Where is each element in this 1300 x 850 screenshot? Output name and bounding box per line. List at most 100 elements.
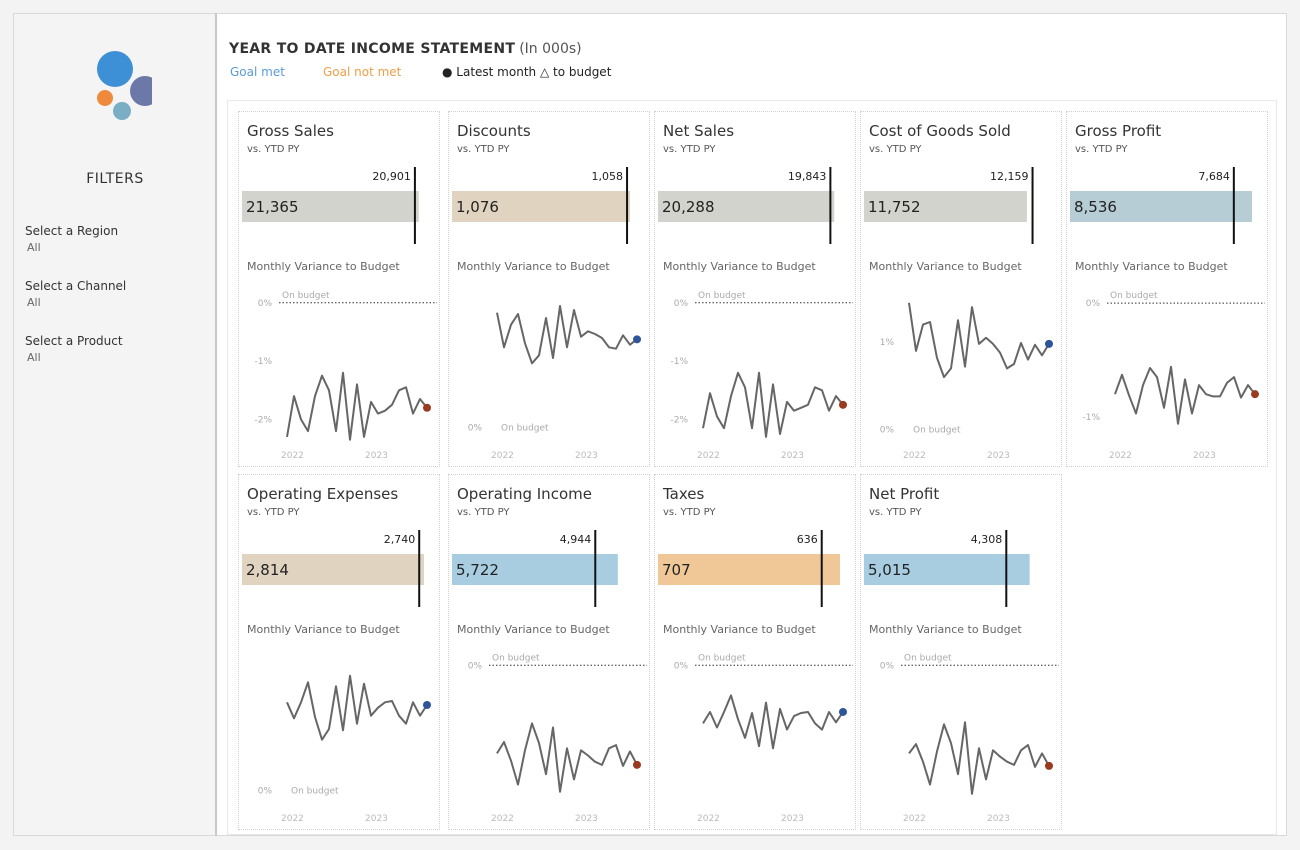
kpi-chart: 5,722 4,944 Monthly Variance to Budget 0% On…	[452, 530, 647, 824]
legend-latest-month: ● Latest month △ to budget	[442, 65, 612, 79]
latest-month-dot	[839, 707, 847, 716]
product-filter-label: Select a Product	[25, 334, 123, 348]
sparkline-title: Monthly Variance to Budget	[247, 260, 400, 273]
kpi-bar	[242, 554, 424, 585]
on-budget-label: On budget	[501, 423, 549, 433]
y-tick-label: -1%	[670, 357, 688, 367]
kpi-subtitle: vs. YTD PY	[247, 144, 300, 155]
kpi-card: Operating Income vs. YTD PY 5,722 4,944 Mont…	[448, 474, 650, 830]
kpi-target-label: 20,901	[372, 170, 411, 183]
variance-line	[1114, 365, 1256, 425]
kpi-title: Taxes	[663, 485, 705, 503]
y-tick-label: 0%	[468, 423, 483, 433]
kpi-card: Net Profit vs. YTD PY 5,015 4,308 Monthly Va…	[860, 474, 1062, 830]
latest-month-dot	[1045, 339, 1053, 348]
kpi-chart: 20,288 19,843 Monthly Variance to Budget 0%…	[658, 167, 853, 461]
kpi-chart: 21,365 20,901 Monthly Variance to Budget 0%…	[242, 167, 437, 461]
region-filter[interactable]: Select a Region All	[25, 224, 118, 254]
kpi-target-label: 636	[797, 533, 818, 546]
channel-filter[interactable]: Select a Channel All	[25, 279, 126, 309]
kpi-subtitle: vs. YTD PY	[247, 507, 300, 518]
sparkline-title: Monthly Variance to Budget	[247, 623, 400, 636]
x-tick-label: 2023	[987, 451, 1010, 461]
y-tick-label: 0%	[468, 661, 483, 671]
variance-line	[908, 721, 1050, 795]
kpi-card: Gross Profit vs. YTD PY 8,536 7,684 Monthly …	[1066, 111, 1268, 467]
on-budget-label: On budget	[904, 653, 952, 663]
kpi-target-label: 4,308	[971, 533, 1003, 546]
kpi-subtitle: vs. YTD PY	[869, 507, 922, 518]
kpi-target-label: 19,843	[788, 170, 827, 183]
kpi-target-label: 1,058	[592, 170, 624, 183]
kpi-value: 11,752	[868, 198, 921, 216]
kpi-title: Operating Expenses	[247, 485, 399, 503]
y-tick-label: 0%	[674, 661, 689, 671]
page-subtitle: (In 000s)	[519, 41, 582, 57]
y-tick-label: 0%	[880, 661, 895, 671]
kpi-card: Taxes vs. YTD PY 707 636 Monthly Variance to…	[654, 474, 856, 830]
sparkline-title: Monthly Variance to Budget	[869, 260, 1022, 273]
on-budget-label: On budget	[492, 653, 540, 663]
y-tick-label: -2%	[254, 415, 272, 425]
variance-line	[496, 722, 638, 793]
dashboard-main: YEAR TO DATE INCOME STATEMENT (In 000s) G…	[217, 13, 1287, 836]
x-tick-label: 2022	[1109, 451, 1132, 461]
kpi-chart: 5,015 4,308 Monthly Variance to Budget 0% On…	[864, 530, 1059, 824]
x-tick-label: 2022	[491, 451, 514, 461]
circles-logo-icon	[97, 51, 152, 120]
latest-month-dot	[1251, 390, 1259, 399]
latest-month-dot	[423, 403, 431, 412]
kpi-card: Cost of Goods Sold vs. YTD PY 11,752 12,159…	[860, 111, 1062, 467]
sidebar-divider	[215, 13, 217, 836]
kpi-value: 21,365	[246, 198, 299, 216]
kpi-bar	[864, 191, 1027, 222]
variance-line	[286, 674, 428, 741]
x-tick-label: 2023	[365, 814, 388, 824]
y-tick-label: 0%	[258, 786, 273, 796]
product-filter[interactable]: Select a Product All	[25, 334, 123, 364]
x-tick-label: 2023	[365, 451, 388, 461]
kpi-target-label: 2,740	[384, 533, 416, 546]
x-tick-label: 2022	[491, 814, 514, 824]
legend-goal-not-met: Goal not met	[323, 65, 402, 79]
kpi-card: Discounts vs. YTD PY 1,076 1,058 Monthly Var…	[448, 111, 650, 467]
kpi-chart: 2,814 2,740 Monthly Variance to Budget 0% On…	[242, 530, 431, 824]
kpi-title: Gross Profit	[1075, 122, 1162, 140]
x-tick-label: 2023	[987, 814, 1010, 824]
product-filter-value[interactable]: All	[27, 351, 41, 364]
kpi-subtitle: vs. YTD PY	[663, 507, 716, 518]
channel-filter-value[interactable]: All	[27, 296, 41, 309]
sparkline-title: Monthly Variance to Budget	[457, 623, 610, 636]
y-tick-label: -1%	[254, 357, 272, 367]
kpi-chart: 8,536 7,684 Monthly Variance to Budget 0% -1…	[1070, 167, 1265, 461]
kpi-value: 707	[662, 561, 691, 579]
latest-month-dot	[839, 400, 847, 409]
x-tick-label: 2022	[697, 814, 720, 824]
kpi-bar	[242, 191, 419, 222]
kpi-title: Gross Sales	[247, 122, 334, 140]
x-tick-label: 2023	[575, 814, 598, 824]
kpi-value: 20,288	[662, 198, 715, 216]
kpi-title: Discounts	[457, 122, 531, 140]
x-tick-label: 2022	[697, 451, 720, 461]
kpi-card: Net Sales vs. YTD PY 20,288 19,843 Monthly V…	[654, 111, 856, 467]
variance-line	[908, 302, 1050, 379]
kpi-value: 1,076	[456, 198, 499, 216]
y-tick-label: -2%	[670, 415, 688, 425]
variance-line	[702, 371, 844, 438]
page-title: YEAR TO DATE INCOME STATEMENT (In 000s)	[229, 41, 582, 57]
kpi-value: 5,015	[868, 561, 911, 579]
kpi-value: 2,814	[246, 561, 289, 579]
variance-line	[496, 305, 638, 365]
legend-goal-met: Goal met	[230, 65, 285, 79]
x-tick-label: 2022	[281, 814, 304, 824]
kpi-value: 5,722	[456, 561, 499, 579]
region-filter-value[interactable]: All	[27, 241, 41, 254]
kpi-target-label: 7,684	[1198, 170, 1230, 183]
kpi-bar	[452, 191, 631, 222]
y-tick-label: 1%	[880, 338, 895, 348]
kpi-subtitle: vs. YTD PY	[457, 144, 510, 155]
region-filter-label: Select a Region	[25, 224, 119, 238]
kpi-value: 8,536	[1074, 198, 1117, 216]
y-tick-label: -1%	[1082, 413, 1100, 423]
